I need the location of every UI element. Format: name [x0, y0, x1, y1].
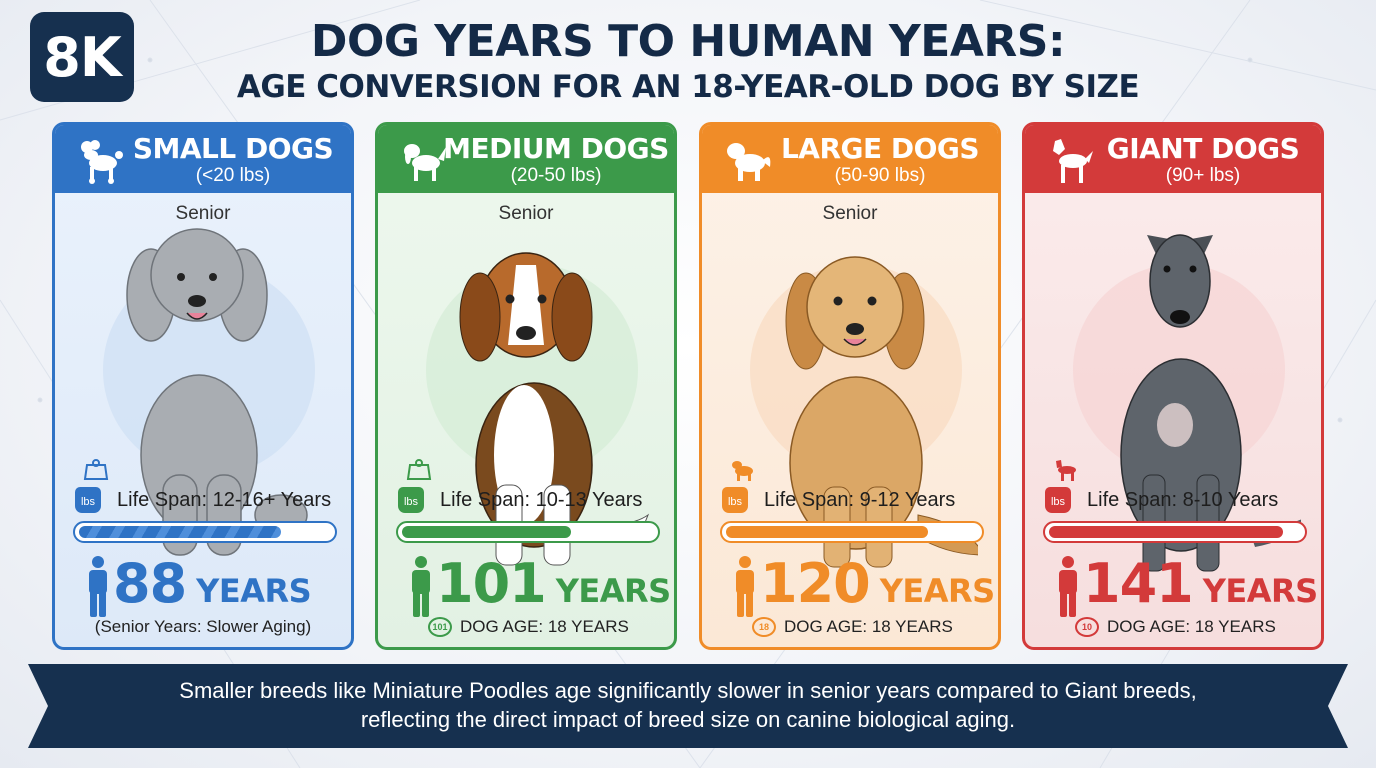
scale-icon [83, 459, 109, 480]
golden-retriever-icon [727, 143, 771, 181]
aging-progress-bar [1043, 521, 1307, 543]
person-icon [412, 556, 430, 617]
aging-progress-bar [73, 521, 337, 543]
banner-ribbon [28, 664, 1348, 748]
card-header: SMALL DOGS (<20 lbs) [55, 125, 351, 193]
great-dane-icon [1053, 139, 1093, 183]
lifespan-row: lbs Life Span: 9-12 Years [722, 483, 998, 517]
person-icon [1059, 556, 1077, 617]
human-years-unit: YEARS [555, 572, 671, 610]
human-years-value: 120 [760, 552, 871, 615]
life-stage-label: Senior [175, 203, 231, 224]
scale-icon [406, 459, 432, 480]
poodle-illustration [103, 228, 315, 556]
human-age: 141 YEARS [1083, 553, 1318, 615]
summary-text: Smaller breeds like Miniature Poodles ag… [80, 676, 1296, 734]
human-years-unit: YEARS [1202, 572, 1318, 610]
dog-age-row: 18 DOG AGE: 18 YEARS [752, 617, 953, 637]
progress-fill [402, 526, 571, 538]
small-dogs-card: SMALL DOGS (<20 lbs) Senior lbs Life Spa… [52, 122, 354, 650]
human-age: 88 YEARS [113, 552, 312, 615]
human-years-value: 101 [436, 552, 547, 615]
dog-silhouette-icon [732, 461, 753, 481]
life-stage-label: Senior [498, 203, 554, 224]
person-icon [736, 556, 754, 617]
aging-progress-bar [720, 521, 984, 543]
card-header: LARGE DOGS (50-90 lbs) [702, 125, 998, 193]
lifespan-row: lbs Life Span: 8-10 Years [1045, 483, 1321, 517]
card-header: MEDIUM DOGS (20-50 lbs) [378, 125, 674, 193]
summary-line-1: Smaller breeds like Miniature Poodles ag… [179, 678, 1197, 703]
page-title: DOG YEARS TO HUMAN YEARS: [310, 16, 1066, 67]
card-weight-range: (90+ lbs) [1165, 165, 1241, 186]
golden-retriever-illustration [750, 256, 978, 568]
dog-age-text: DOG AGE: 18 YEARS [784, 617, 953, 636]
dog-age-row: 101 DOG AGE: 18 YEARS [428, 617, 629, 637]
dog-silhouette-icon [1056, 460, 1076, 481]
lifespan-text: Life Span: 12-16+ Years [117, 488, 332, 511]
giant-dogs-card: GIANT DOGS (90+ lbs) lbs Life Span: 8-10… [1022, 122, 1324, 650]
age-cycle-icon: 18 [752, 617, 776, 637]
dog-age-text: DOG AGE: 18 YEARS [1107, 617, 1276, 636]
human-age: 120 YEARS [760, 553, 995, 615]
weight-icon: lbs [75, 487, 101, 513]
human-years-unit: YEARS [879, 572, 995, 610]
beagle-icon [404, 144, 446, 181]
progress-fill [79, 526, 281, 538]
card-title: SMALL DOGS [132, 132, 334, 165]
page-subtitle: AGE CONVERSION FOR AN 18-YEAR-OLD DOG BY… [236, 69, 1140, 105]
lifespan-row: lbs Life Span: 10-13 Years [398, 483, 674, 517]
summary-banner: Smaller breeds like Miniature Poodles ag… [0, 664, 1376, 748]
lifespan-text: Life Span: 8-10 Years [1087, 488, 1279, 511]
card-weight-range: (50-90 lbs) [834, 165, 926, 186]
card-title: GIANT DOGS [1106, 132, 1300, 165]
resolution-badge: 8K [30, 12, 134, 102]
aging-note: (Senior Years: Slower Aging) [94, 617, 312, 636]
card-weight-range: (20-50 lbs) [510, 165, 602, 186]
aging-progress-bar [396, 521, 660, 543]
card-title: LARGE DOGS [780, 132, 980, 165]
beagle-illustration [426, 252, 650, 566]
person-icon [89, 556, 107, 617]
human-years-unit: YEARS [196, 572, 312, 610]
human-years-value: 141 [1083, 552, 1194, 615]
card-weight-range: (<20 lbs) [195, 165, 271, 186]
weight-icon: lbs [1045, 487, 1071, 513]
weight-icon: lbs [722, 487, 748, 513]
poodle-icon [81, 140, 123, 184]
age-cycle-icon: 10 [1075, 617, 1099, 637]
medium-dogs-card: MEDIUM DOGS (20-50 lbs) Senior lbs Life … [375, 122, 677, 650]
dog-age-text: DOG AGE: 18 YEARS [460, 617, 629, 636]
weight-icon: lbs [398, 487, 424, 513]
lifespan-row: lbs Life Span: 12-16+ Years [75, 483, 351, 517]
progress-fill [726, 526, 928, 538]
summary-line-2: reflecting the direct impact of breed si… [360, 707, 1016, 732]
dog-age-row: 10 DOG AGE: 18 YEARS [1075, 617, 1276, 637]
large-dogs-card: LARGE DOGS (50-90 lbs) Senior lbs Life S… [699, 122, 1001, 650]
life-stage-label: Senior [822, 203, 878, 224]
progress-fill [1049, 526, 1283, 538]
lifespan-text: Life Span: 9-12 Years [764, 488, 956, 511]
human-age: 101 YEARS [436, 553, 671, 615]
human-years-value: 88 [113, 552, 187, 615]
lifespan-text: Life Span: 10-13 Years [440, 488, 643, 511]
age-cycle-icon: 101 [428, 617, 452, 637]
card-title: MEDIUM DOGS [443, 132, 669, 165]
card-header: GIANT DOGS (90+ lbs) [1025, 125, 1321, 193]
